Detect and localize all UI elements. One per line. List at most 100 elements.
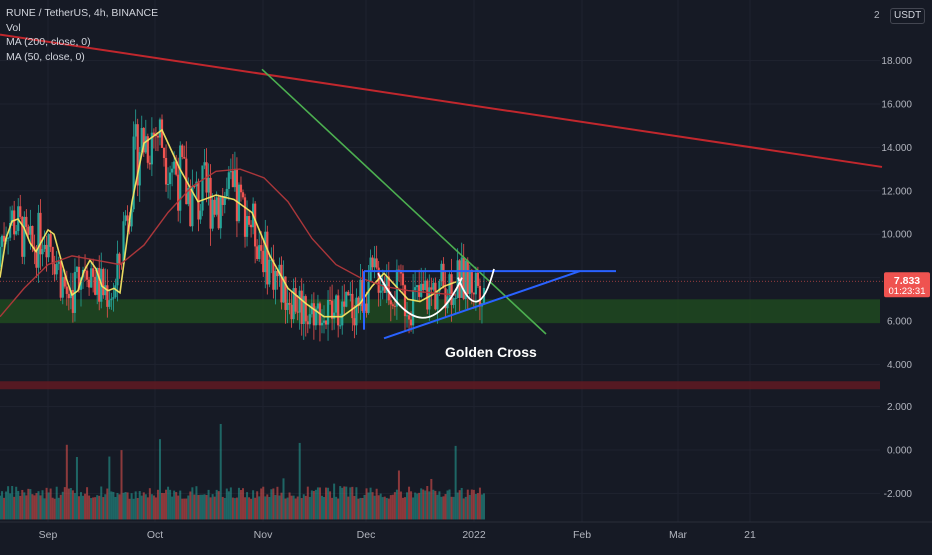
volume-bar	[302, 494, 305, 520]
candle-body	[221, 196, 224, 205]
volume-bar	[9, 493, 12, 520]
candle-body	[324, 320, 328, 325]
candle-body	[450, 274, 453, 305]
volume-bar	[393, 492, 396, 520]
candle-body	[96, 267, 99, 295]
candle-body	[414, 287, 417, 291]
volume-bar	[288, 492, 291, 520]
candle-body	[393, 305, 396, 307]
volume-bar	[84, 493, 87, 520]
volume-bar	[138, 491, 141, 520]
volume-bar	[399, 491, 402, 520]
volume-bar	[341, 487, 344, 520]
candle-body	[296, 311, 299, 313]
volume-bar	[25, 495, 28, 520]
volume-bar	[165, 489, 168, 520]
candle-body	[343, 301, 346, 307]
volume-bar	[292, 495, 295, 520]
chart-legend: RUNE / TetherUS, 4h, BINANCE Vol MA (200…	[6, 6, 158, 64]
price-axis-label: 12.000	[881, 186, 912, 197]
volume-bar	[108, 456, 111, 520]
volume-bar	[150, 494, 153, 520]
candle-body	[389, 300, 392, 305]
candle-body	[282, 276, 285, 303]
volume-bar	[146, 497, 149, 520]
price-axis[interactable]: 18.000 16.000 14.000 12.000 10.000 6.000 4.000…	[0, 56, 930, 500]
volume-bar	[53, 498, 56, 520]
volume-bar	[15, 486, 18, 520]
volume-bar	[98, 495, 101, 520]
volume-bar	[436, 494, 439, 520]
candle-body	[215, 197, 218, 215]
volume-bar	[55, 486, 58, 520]
volume-bar	[389, 495, 392, 520]
symbol-title[interactable]: RUNE / TetherUS, 4h, BINANCE	[6, 7, 159, 19]
volume-bar	[404, 497, 406, 520]
candle-body	[134, 124, 137, 137]
candle-body	[132, 136, 135, 210]
candle-body	[233, 168, 236, 188]
volume-bar	[17, 490, 20, 520]
candle-body	[85, 270, 89, 280]
candle-body	[118, 253, 121, 264]
volume-bar	[158, 439, 161, 520]
candle-body	[280, 264, 283, 303]
candle-body	[365, 303, 368, 313]
volume-bar	[136, 498, 139, 520]
candle-body	[355, 297, 358, 326]
volume-bar	[412, 497, 415, 520]
volume-bar	[268, 496, 271, 520]
candle-body	[15, 231, 18, 235]
candle-body	[0, 235, 4, 247]
candle-body	[227, 172, 230, 189]
candle-body	[278, 264, 281, 277]
volume-bar	[57, 497, 60, 520]
candle-body	[166, 183, 170, 185]
volume-bar	[294, 498, 297, 520]
volume-bar	[219, 423, 222, 520]
candle-body	[225, 188, 228, 197]
volume-bar	[316, 487, 319, 520]
ma200-indicator-label[interactable]: MA (200, close, 0)	[6, 36, 91, 48]
candle-body	[47, 234, 50, 258]
candle-body	[90, 268, 93, 288]
volume-bar	[450, 496, 453, 520]
candle-body	[436, 291, 439, 310]
candle-body	[371, 257, 374, 268]
time-axis[interactable]: Sep Oct Nov Dec 2022 Feb Mar 21	[0, 521, 932, 541]
candle-body	[142, 127, 145, 153]
candle-body	[298, 290, 301, 313]
ma50-indicator-label[interactable]: MA (50, close, 0)	[6, 50, 85, 63]
volume-indicator-label[interactable]: Vol	[6, 21, 21, 34]
volume-bar	[225, 488, 228, 520]
volume-bar	[19, 495, 22, 520]
volume-bar	[106, 488, 109, 520]
volume-bar	[416, 493, 419, 520]
drawings[interactable]	[0, 33, 883, 340]
price-axis-label: 10.000	[881, 230, 912, 241]
candle-body	[462, 257, 465, 300]
volume-bar	[221, 496, 224, 520]
volume-bar	[244, 497, 247, 520]
candle-body	[102, 269, 105, 296]
candle-body	[448, 274, 451, 297]
candle-body	[9, 223, 12, 238]
candle-body	[207, 177, 210, 193]
currency-unit-badge[interactable]: USDT	[890, 8, 926, 24]
candle-body	[94, 276, 97, 295]
candle-body	[171, 168, 174, 173]
candle-body	[23, 216, 26, 257]
volume-bar	[23, 492, 26, 520]
volume-bar	[454, 445, 457, 520]
volume-bar	[363, 494, 366, 520]
price-axis-label: -2.000	[884, 489, 913, 500]
volume-bar	[41, 490, 44, 520]
candle-body	[217, 197, 220, 229]
volume-bar	[318, 487, 321, 520]
candle-body	[339, 325, 342, 327]
volume-bar	[49, 488, 52, 520]
volume-bar	[128, 498, 131, 520]
current-price-tag	[884, 272, 930, 298]
